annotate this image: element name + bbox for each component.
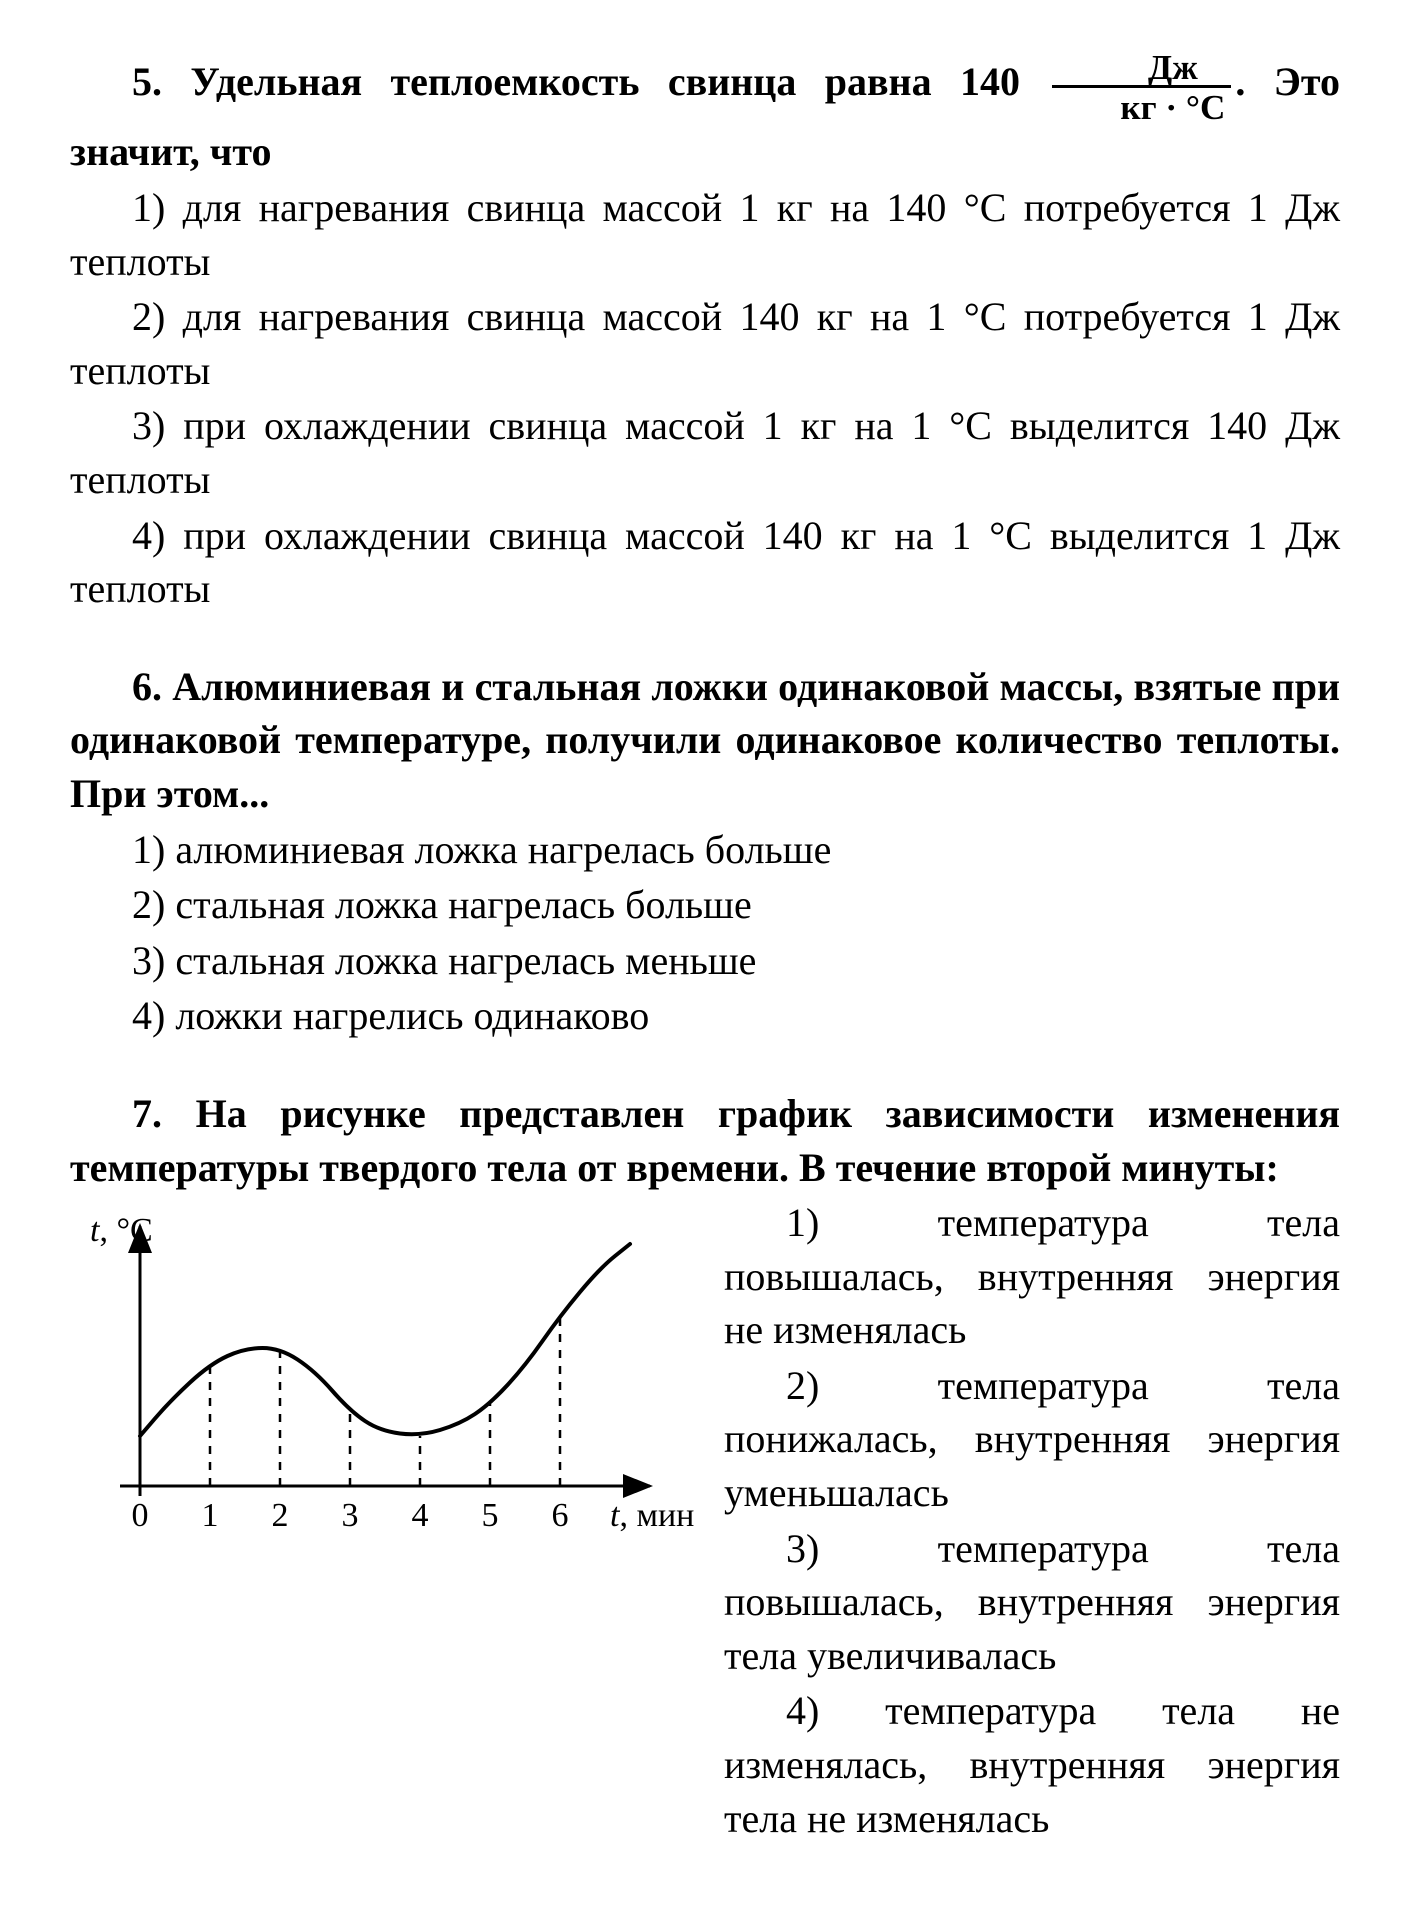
q6-option-4: 4) ложки нагрелись одинаково <box>70 989 1340 1043</box>
q6-option-1: 1) алюминиевая ложка нагрелась больше <box>70 823 1340 877</box>
q5-option-4: 4) при охлаждении свинца массой 140 кг н… <box>70 509 1340 616</box>
question-7: 7. На рисунке представлен график зависим… <box>70 1087 1340 1847</box>
question-6-number: 6. <box>132 664 162 709</box>
q7-option-4: 4) температура тела не изменялась, внутр… <box>724 1684 1340 1845</box>
question-7-body: 0 1 2 3 4 5 6 t, °С t, мин 1) температура тела п… <box>70 1196 1340 1847</box>
svg-text:0: 0 <box>132 1497 149 1534</box>
question-7-text: На рисунке представлен график зависимост… <box>70 1091 1340 1190</box>
question-5-lead: 5. Удельная теплоемкость свинца равна 14… <box>70 50 1340 179</box>
svg-text:t, мин: t, мин <box>610 1497 694 1534</box>
svg-text:2: 2 <box>272 1497 289 1534</box>
graph-container: 0 1 2 3 4 5 6 t, °С t, мин <box>70 1196 700 1556</box>
question-5-text-a: Удельная теплоемкость свинца равна 140 <box>190 59 1048 104</box>
question-6-lead: 6. Алюминиевая и стальная ложки одинаков… <box>70 660 1340 821</box>
fraction-num: Дж <box>1052 50 1231 88</box>
q6-option-2: 2) стальная ложка нагрелась больше <box>70 878 1340 932</box>
fraction-den: кг · °С <box>1052 88 1231 125</box>
question-5: 5. Удельная теплоемкость свинца равна 14… <box>70 50 1340 616</box>
q7-options: 1) температура тела повышалась, внутренн… <box>724 1196 1340 1847</box>
fraction-units: Джкг · °С <box>1052 50 1231 125</box>
svg-text:4: 4 <box>412 1497 429 1534</box>
question-5-number: 5. <box>132 59 162 104</box>
svg-text:3: 3 <box>342 1497 359 1534</box>
question-7-lead: 7. На рисунке представлен график зависим… <box>70 1087 1340 1194</box>
q7-option-3: 3) температура тела повышалась, внутренн… <box>724 1522 1340 1683</box>
q5-option-3: 3) при охлаждении свинца массой 1 кг на … <box>70 399 1340 506</box>
q7-option-2: 2) температура тела понижалась, внутренн… <box>724 1359 1340 1520</box>
question-6-text: Алюминиевая и стальная ложки одинаковой … <box>70 664 1340 816</box>
q5-option-1: 1) для нагревания свинца массой 1 кг на … <box>70 181 1340 288</box>
svg-text:1: 1 <box>202 1497 219 1534</box>
q5-option-2: 2) для нагревания свинца массой 140 кг н… <box>70 290 1340 397</box>
svg-text:5: 5 <box>482 1497 499 1534</box>
temperature-time-graph: 0 1 2 3 4 5 6 t, °С t, мин <box>70 1196 700 1556</box>
svg-text:6: 6 <box>552 1497 569 1534</box>
q6-option-3: 3) стальная ложка нагрелась меньше <box>70 934 1340 988</box>
question-7-number: 7. <box>132 1091 162 1136</box>
q7-option-1: 1) температура тела повышалась, внутренн… <box>724 1196 1340 1357</box>
svg-text:t, °С: t, °С <box>90 1212 153 1249</box>
question-6: 6. Алюминиевая и стальная ложки одинаков… <box>70 660 1340 1043</box>
